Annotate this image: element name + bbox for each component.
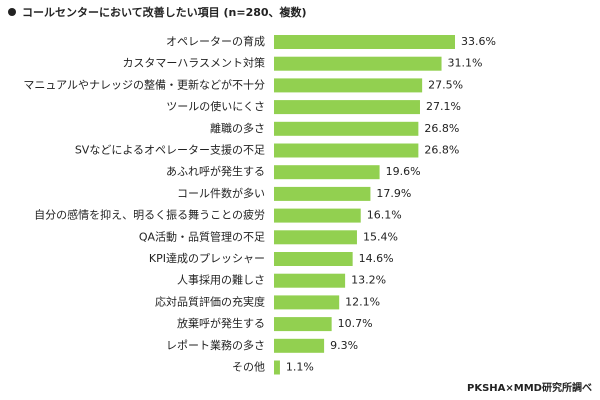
bar [274,143,419,158]
category-label: マニュアルやナレッジの整備・更新などが不十分 [23,77,265,91]
value-label: 10.7% [338,317,373,330]
chart-title: コールセンターにおいて改善したい項目 (n=280、複数) [22,5,307,19]
bar [274,35,455,49]
bar [274,208,361,223]
category-label: オペレーターの育成 [166,34,265,48]
value-label: 19.6% [386,165,421,178]
category-label: 放棄呼が発生する [177,316,265,330]
bar [274,186,371,201]
bar [274,273,346,288]
bar [274,360,280,375]
category-label: レポート業務の多さ [166,338,265,352]
category-label: 離職の多さ [210,121,265,135]
category-label: コール件数が多い [177,186,265,200]
source-note: PKSHA×MMD研究所調べ [467,381,592,394]
value-label: 27.1% [426,100,461,113]
value-label: 15.4% [363,230,398,243]
value-label: 33.6% [461,35,496,48]
value-label: 9.3% [330,339,358,352]
bar [274,252,353,266]
category-label: 自分の感情を抑え、明るく振る舞うことの疲労 [34,208,265,222]
bar [274,121,419,136]
category-label: QA活動・品質管理の不足 [139,229,265,243]
value-label: 17.9% [376,187,411,200]
value-label: 16.1% [367,209,402,222]
value-label: 14.6% [359,252,394,265]
title-bullet [8,8,16,16]
category-label: KPI達成のプレッシャー [149,252,265,265]
bar [274,78,423,93]
value-label: 13.2% [351,274,386,287]
bar [274,295,340,310]
category-label: その他 [232,361,265,374]
bar [274,56,442,71]
category-label: ツールの使いにくさ [166,100,265,113]
bar [274,230,357,245]
category-label: あふれ呼が発生する [166,164,265,178]
value-label: 12.1% [345,295,380,308]
category-label: SVなどによるオペレーター支援の不足 [75,143,265,157]
bar [274,338,325,353]
value-label: 26.8% [424,144,459,157]
category-label: 人事採用の難しさ [177,273,265,287]
bar [274,165,380,180]
category-label: カスタマーハラスメント対策 [122,56,265,70]
bar [274,317,332,332]
category-label: 応対品質評価の充実度 [155,294,265,308]
value-label: 27.5% [428,78,463,91]
value-label: 1.1% [286,361,314,374]
bar [274,100,420,115]
value-label: 26.8% [424,122,459,135]
value-label: 31.1% [448,57,483,70]
